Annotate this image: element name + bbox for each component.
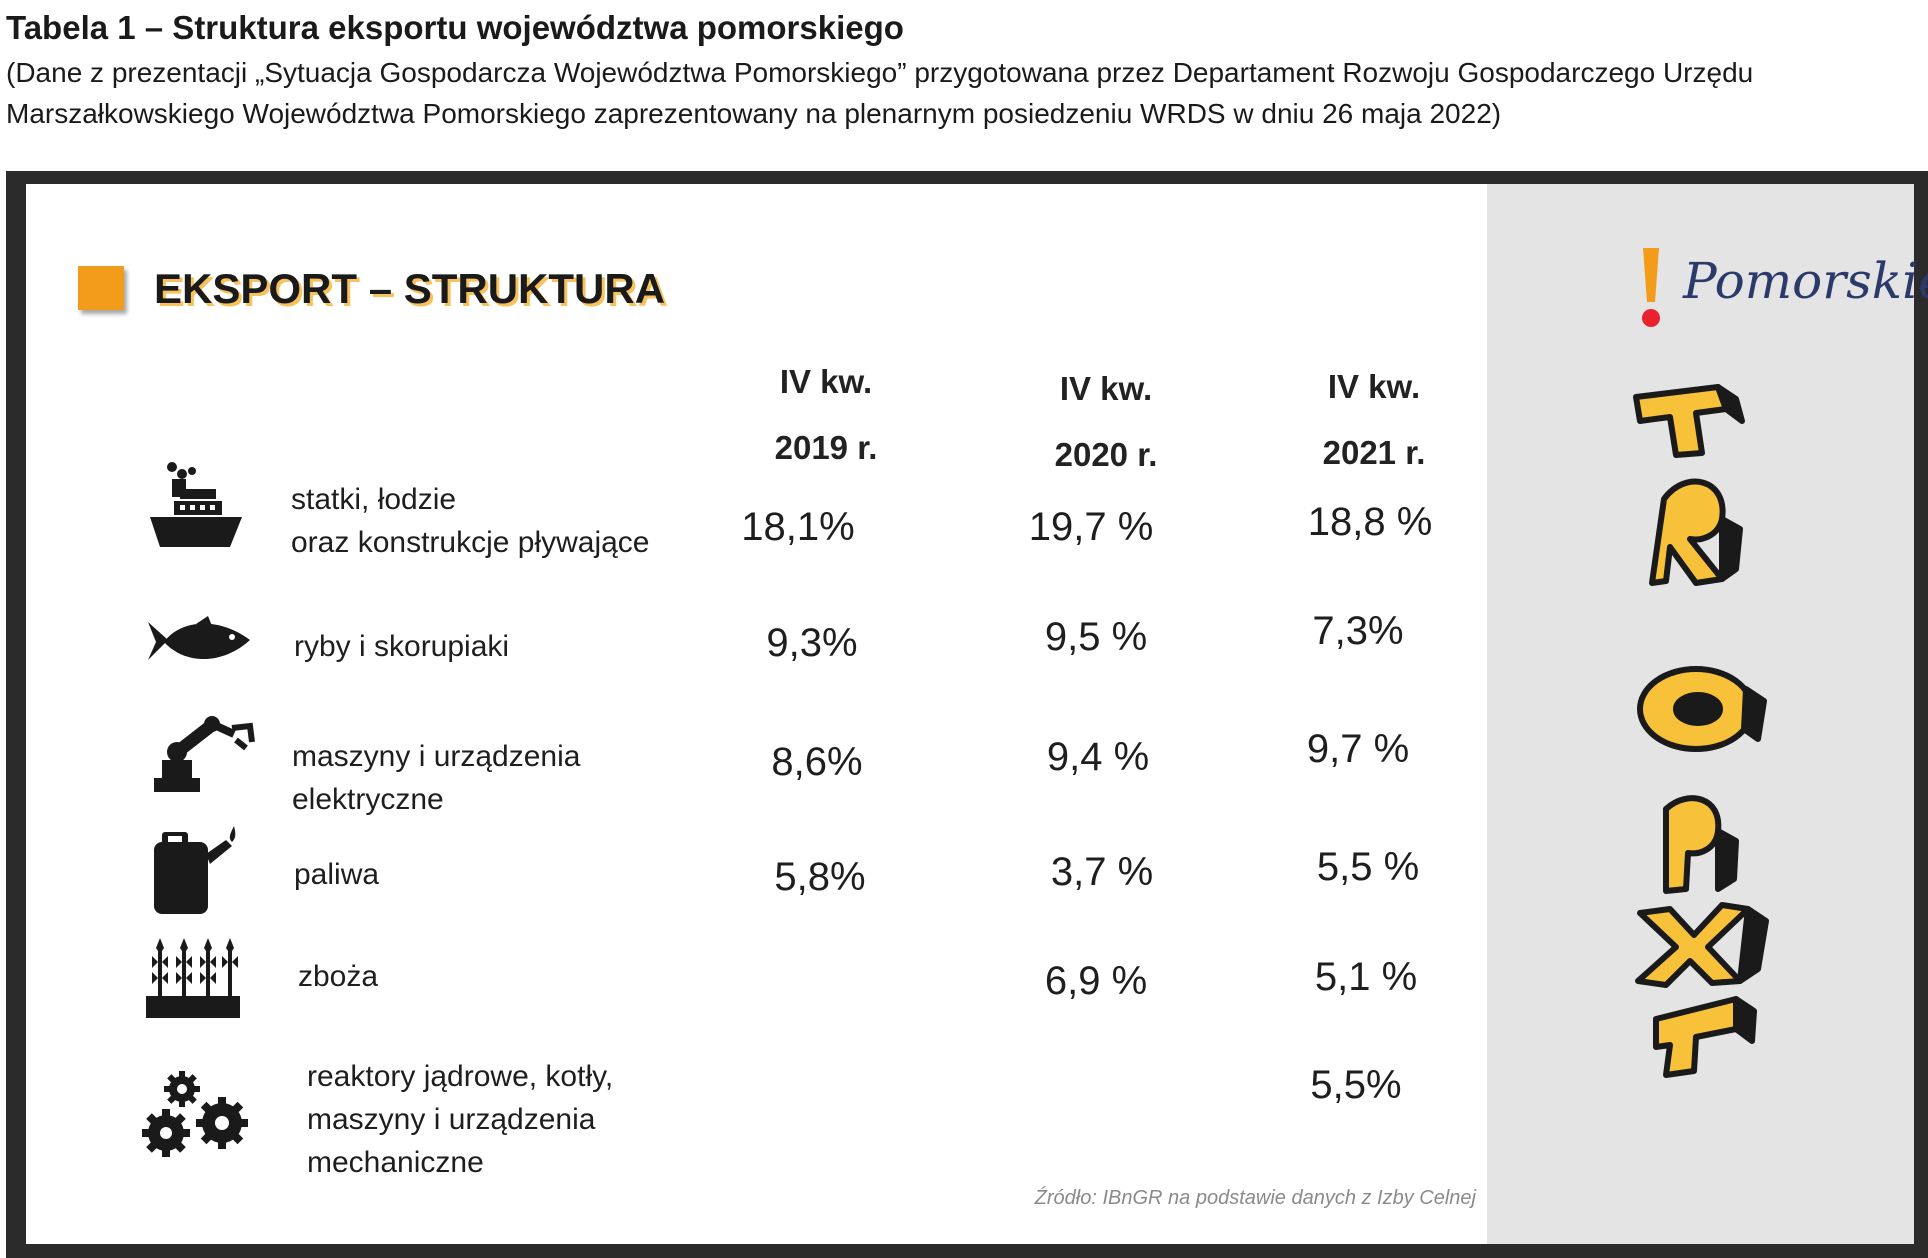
row-label-line: maszyny i urządzenia [292,740,581,773]
row-label-fish: ryby i skorupiaki [294,625,509,668]
cell-reactors-2021: 5,5% [1310,1063,1402,1107]
row-label-electrical-machines: maszyny i urządzenia elektryczne [292,735,580,821]
column-header-line: IV kw. [779,363,873,400]
row-label-fuels: paliwa [294,853,379,896]
cell-cereals-2021: 5,1 % [1314,955,1418,999]
logo-text: Pomorskie [1683,252,1928,310]
pomorskie-logo: Pomorskie [1631,244,1928,344]
heading-square-icon [78,266,124,310]
cell-fuels-2019: 5,8% [774,855,866,899]
robot-arm-icon [154,716,255,792]
row-label-ships: statki, łodzie oraz konstrukcje pływając… [291,478,650,564]
row-label-nuclear-reactors: reaktory jądrowe, kotły, maszyny i urząd… [307,1055,613,1184]
column-header-line: IV kw. [1059,370,1153,407]
cell-electrical-2019: 8,6% [771,740,863,784]
cell-fish-2020: 9,5 % [1044,615,1148,659]
fuel-canister-icon [154,826,236,914]
exclamation-logo-icon [1642,248,1660,327]
row-label-line: elektryczne [292,783,444,816]
document-caption: Tabela 1 – Struktura eksportu województw… [6,6,1916,134]
row-label-line: mechaniczne [307,1146,484,1179]
caption-line-1: (Dane z prezentacji „Sytuacja Gospodarcz… [6,57,1754,88]
cell-fish-2021: 7,3% [1312,609,1404,653]
row-label-line: ryby i skorupiaki [294,630,510,663]
row-label-line: statki, łodzie [291,483,457,516]
column-header-line: 2019 r. [774,429,878,466]
row-label-line: zboża [298,960,379,993]
row-label-cereals: zboża [298,955,378,998]
column-header-line: IV kw. [1327,368,1421,405]
column-header-2020: IV kw. 2020 r. [996,356,1216,488]
row-label-line: maszyny i urządzenia [307,1103,596,1136]
cell-ships-2019: 18,1% [741,505,855,549]
cell-electrical-2020: 9,4 % [1046,735,1150,779]
wheat-icon [146,938,240,1018]
slide: EKSPORT – STRUKTURA IV kw. 2019 r. IV kw… [26,184,1928,1244]
cell-fuels-2021: 5,5 % [1316,845,1420,889]
row-label-line: paliwa [294,858,380,891]
cell-fish-2019: 9,3% [766,621,858,665]
caption-description: (Dane z prezentacji „Sytuacja Gospodarcz… [6,52,1916,134]
cell-fuels-2020: 3,7 % [1050,850,1154,894]
heading-text: EKSPORT – STRUKTURA [154,265,666,312]
caption-title: Tabela 1 – Struktura eksportu województw… [6,9,904,46]
row-label-line: reaktory jądrowe, kotły, [307,1060,614,1093]
ship-icon [150,462,242,547]
column-header-line: 2020 r. [1054,436,1158,473]
source-note: Źródło: IBnGR na podstawie danych z Izby… [1034,1187,1476,1209]
slide-frame: EKSPORT – STRUKTURA IV kw. 2019 r. IV kw… [6,171,1928,1258]
cell-electrical-2021: 9,7 % [1306,727,1410,771]
caption-line-2: Marszałkowskiego Województwa Pomorskiego… [6,98,1502,129]
row-label-line: oraz konstrukcje pływające [291,526,650,559]
cell-ships-2020: 19,7 % [1028,505,1154,549]
cell-cereals-2020: 6,9 % [1044,959,1148,1003]
export-lettering-art [1633,384,1769,1078]
fish-icon [148,616,250,660]
column-header-2019: IV kw. 2019 r. [716,349,936,481]
column-header-2021: IV kw. 2021 r. [1264,354,1484,486]
gears-icon [142,1071,248,1157]
cell-ships-2021: 18,8 % [1307,500,1433,544]
column-header-line: 2021 r. [1322,434,1426,471]
